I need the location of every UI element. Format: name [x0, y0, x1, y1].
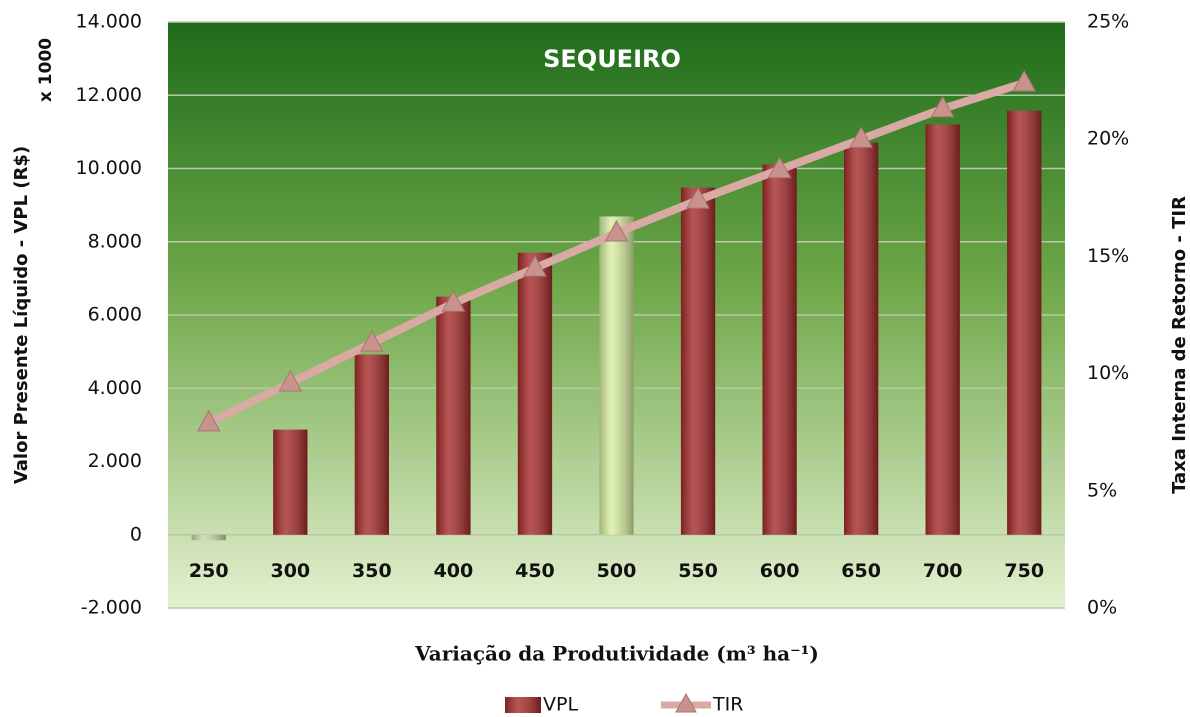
- y2-tick-label: 10%: [1087, 362, 1129, 384]
- marker: [930, 95, 955, 118]
- marker: [523, 255, 547, 277]
- x-tick-label: 450: [515, 560, 555, 582]
- y-tick-label: 6.000: [88, 304, 142, 326]
- x-tick-label: 650: [841, 560, 881, 582]
- marker: [767, 156, 792, 179]
- y-unit-label: x 1000: [36, 38, 56, 102]
- x-tick-label: 500: [597, 560, 637, 582]
- x-tick-label: 600: [760, 560, 800, 582]
- x-axis-label: Variação da Produtividade (m³ ha⁻¹): [414, 642, 819, 666]
- marker: [686, 187, 710, 209]
- y2-tick-label: 5%: [1087, 479, 1117, 501]
- x-tick-label: 300: [270, 560, 310, 582]
- x-tick-label: 250: [189, 560, 229, 582]
- y2-tick-label: 0%: [1087, 597, 1117, 619]
- bar-shade: [1007, 110, 1042, 535]
- bar-shade: [354, 354, 389, 535]
- y2-tick-label: 20%: [1087, 128, 1129, 150]
- bar-shade: [517, 252, 553, 535]
- bar-shade: [599, 216, 634, 535]
- marker: [196, 409, 221, 432]
- x-tick-label: 750: [1004, 560, 1044, 582]
- bar-shade: [436, 296, 471, 535]
- y-axis-label: Valor Presente Líquido - VPL (R$): [11, 146, 32, 484]
- marker: [441, 290, 466, 312]
- y2-tick-label: 25%: [1087, 11, 1129, 33]
- y2-axis-label: Taxa Interna de Retorno - TIR: [1169, 196, 1190, 494]
- chart-title: SEQUEIRO: [543, 45, 681, 73]
- legend-marker: [675, 692, 697, 713]
- marker: [278, 369, 303, 392]
- marker: [604, 219, 629, 242]
- marker: [849, 126, 873, 148]
- y-tick-label: 14.000: [76, 11, 142, 33]
- legend-label: VPL: [543, 694, 578, 716]
- bar-shade: [191, 534, 226, 541]
- y-tick-label: 10.000: [76, 157, 142, 179]
- legend-swatch-shade: [505, 697, 541, 713]
- x-tick-label: 350: [352, 560, 392, 582]
- x-tick-label: 550: [678, 560, 718, 582]
- bar-shade: [273, 429, 308, 535]
- marker: [360, 330, 384, 352]
- y-tick-label: 8.000: [88, 230, 142, 252]
- y2-tick-label: 15%: [1087, 245, 1129, 267]
- y-tick-label: 12.000: [76, 84, 142, 106]
- bar-shade: [844, 142, 879, 535]
- y-tick-label: 0: [130, 523, 142, 545]
- y-tick-label: -2.000: [81, 597, 142, 619]
- x-tick-label: 700: [923, 560, 963, 582]
- y-tick-label: 2.000: [88, 450, 142, 472]
- legend-label: TIR: [712, 694, 743, 716]
- bar-shade: [762, 164, 797, 535]
- marker: [1012, 69, 1037, 92]
- bar-shade: [925, 124, 960, 535]
- x-tick-label: 400: [434, 560, 474, 582]
- bar-shade: [680, 187, 716, 535]
- y-tick-label: 4.000: [88, 377, 142, 399]
